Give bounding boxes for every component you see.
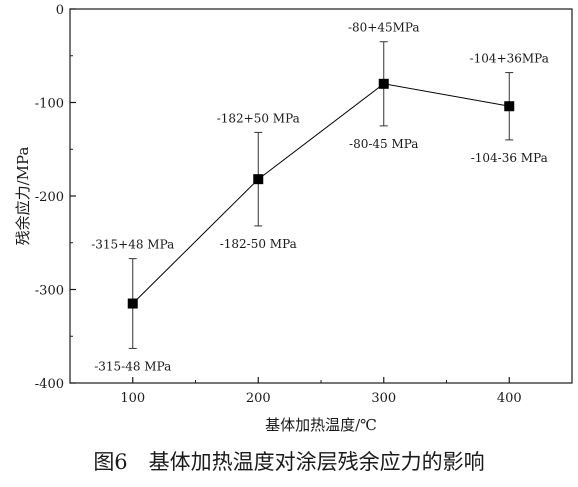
data-point-marker [253,174,264,185]
x-tick-label: 300 [371,391,396,406]
y-tick-label: -200 [35,190,64,205]
data-annotations: -315+48 MPa -315-48 MPa -182+50 MPa -182-50… [91,21,549,374]
y-tick-label: 0 [56,3,64,18]
annotation-upper: -104+36MPa [470,52,549,66]
residual-stress-chart: 0 -100 -200 -300 -400 100 200 300 400 -315+48 M… [14,3,573,434]
annotation-upper: -80+45MPa [348,21,420,35]
annotation-upper: -315+48 MPa [91,238,174,252]
figure-caption: 图6 基体加热温度对涂层残余应力的影响 [93,450,485,474]
x-tick-label: 200 [246,391,271,406]
data-point-marker [378,78,389,89]
annotation-lower: -80-45 MPa [349,137,418,151]
series-line [132,83,510,304]
y-tick-label: -300 [35,284,64,299]
y-axis-title: 残余应力/MPa [14,147,32,246]
annotation-lower: -104-36 MPa [471,151,548,165]
data-point-marker [127,298,138,309]
x-tick-label: 100 [120,391,145,406]
x-axis-ticks: 100 200 300 400 [120,377,522,406]
annotation-lower: -315-48 MPa [94,359,171,373]
x-axis-title: 基体加热温度/℃ [265,416,377,434]
y-axis-ticks: 0 -100 -200 -300 -400 [35,3,76,392]
y-tick-label: -100 [35,97,64,112]
data-point-marker [504,101,515,112]
annotation-lower: -182-50 MPa [220,237,297,251]
annotation-upper: -182+50 MPa [217,111,300,125]
y-tick-label: -400 [35,377,64,392]
data-series [127,41,515,349]
x-tick-label: 400 [497,391,522,406]
